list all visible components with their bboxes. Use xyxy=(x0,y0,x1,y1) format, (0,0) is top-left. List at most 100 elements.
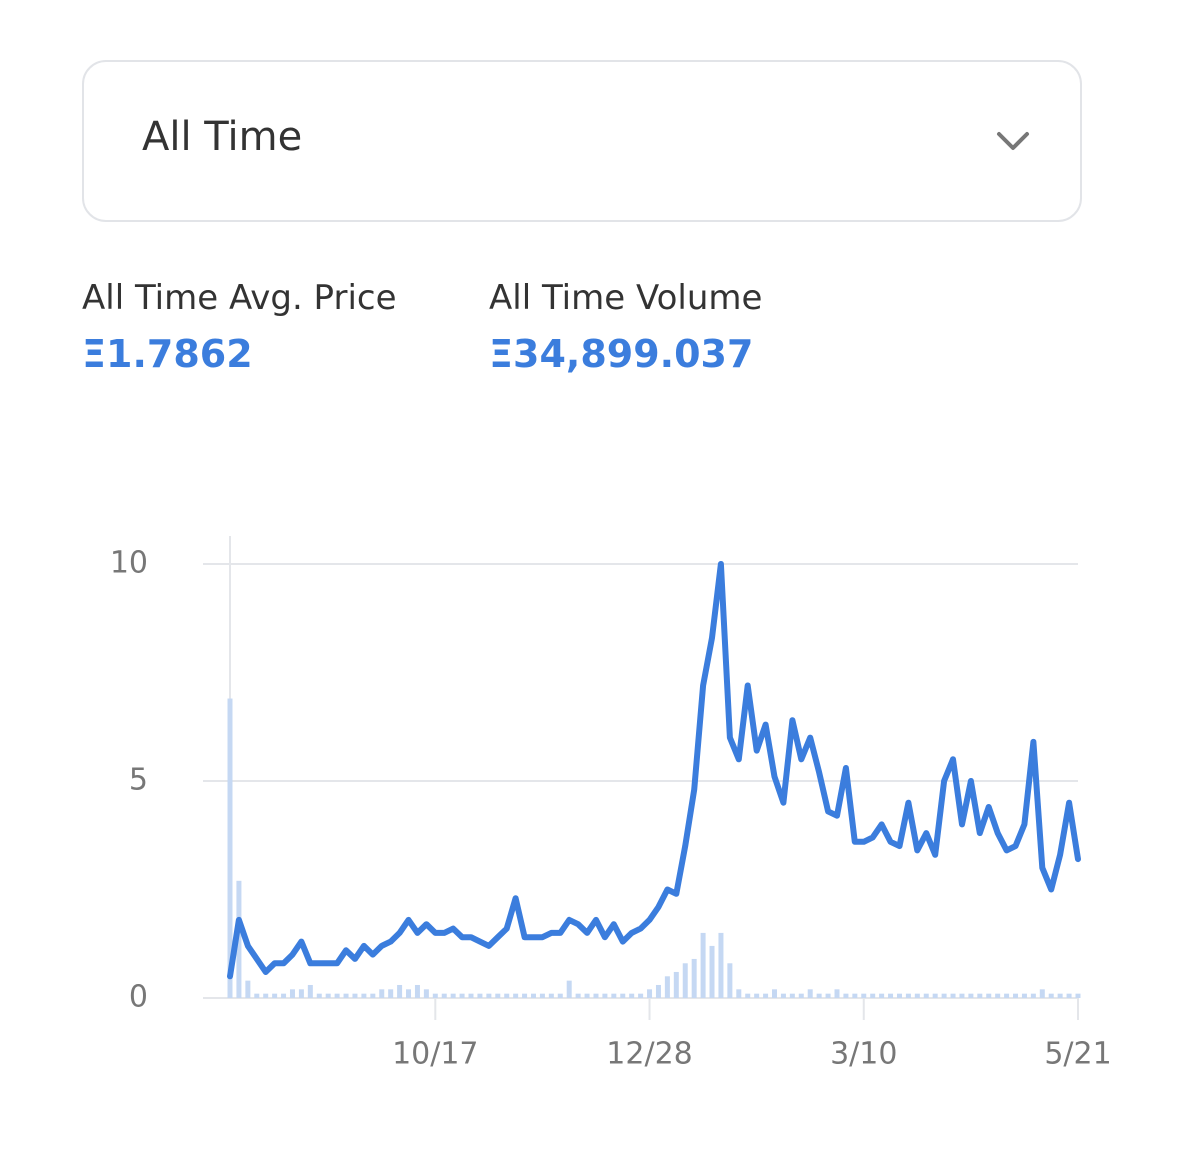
volume-bar xyxy=(1004,993,1010,998)
volume-bar xyxy=(477,993,483,998)
volume-bar xyxy=(325,993,331,998)
volume-bar xyxy=(772,989,778,998)
y-tick-label: 0 xyxy=(129,980,148,1015)
volume-bar xyxy=(548,993,554,998)
volume-bar xyxy=(379,989,385,998)
volume-bar xyxy=(816,993,822,998)
dropdown-label: All Time xyxy=(142,114,303,160)
volume-bar xyxy=(914,993,920,998)
volume-bar xyxy=(691,958,697,998)
volume-bar xyxy=(754,993,760,998)
volume-bar xyxy=(798,993,804,998)
volume-bar xyxy=(1039,989,1045,998)
volume-bar xyxy=(843,993,849,998)
volume-bar xyxy=(530,993,536,998)
volume-bar xyxy=(343,993,349,998)
volume-bar xyxy=(432,993,438,998)
volume-bar xyxy=(245,980,251,998)
x-tick-label: 10/17 xyxy=(392,1037,478,1072)
volume-bar xyxy=(406,989,412,998)
volume-bar xyxy=(629,993,635,998)
volume-bar xyxy=(709,945,715,998)
stat-avg-price: All Time Avg. Price Ξ1.7862 xyxy=(82,278,397,376)
volume-bar xyxy=(289,989,295,998)
volume-bar xyxy=(736,989,742,998)
volume-bar xyxy=(441,993,447,998)
volume-bar xyxy=(861,993,867,998)
volume-bar xyxy=(807,989,813,998)
chart: 0 5 10 10/17 12/28 3/10 5/21 xyxy=(110,536,1112,1072)
volume-bar xyxy=(602,993,608,998)
x-tick-label: 3/10 xyxy=(830,1037,897,1072)
volume-bar xyxy=(789,993,795,998)
volume-bar xyxy=(504,993,510,998)
volume-bar xyxy=(1066,993,1072,998)
volume-bar xyxy=(718,932,724,998)
chevron-icon xyxy=(997,132,1029,150)
volume-bar xyxy=(959,993,965,998)
volume-bar xyxy=(896,993,902,998)
volume-bar xyxy=(281,993,287,998)
volume-bar xyxy=(254,993,260,998)
volume-bar xyxy=(780,993,786,998)
volume-bar xyxy=(522,993,528,998)
volume-bar xyxy=(647,989,653,998)
volume-bar xyxy=(611,993,617,998)
volume-bar xyxy=(664,976,670,998)
volume-bar xyxy=(263,993,269,998)
y-tick-label: 10 xyxy=(110,546,148,581)
volume-bar xyxy=(272,993,278,998)
volume-bar xyxy=(655,984,661,998)
volume-bar xyxy=(950,993,956,998)
volume-bar xyxy=(1057,993,1063,998)
volume-bar xyxy=(620,993,626,998)
volume-bar xyxy=(236,880,242,998)
volume-bar xyxy=(879,993,885,998)
volume-bar xyxy=(557,993,563,998)
volume-bar xyxy=(888,993,894,998)
volume-bar xyxy=(763,993,769,998)
volume-bar xyxy=(1075,993,1081,998)
volume-bar xyxy=(397,984,403,998)
volume-bar xyxy=(370,993,376,998)
volume-bar xyxy=(745,993,751,998)
volume-bar xyxy=(1013,993,1019,998)
volume-bar xyxy=(968,993,974,998)
y-tick-label: 5 xyxy=(129,763,148,798)
volume-bar xyxy=(566,980,572,998)
x-tick-label: 5/21 xyxy=(1044,1037,1111,1072)
volume-bar xyxy=(852,993,858,998)
volume-bar xyxy=(593,993,599,998)
stat-value: Ξ1.7862 xyxy=(82,332,253,376)
volume-bar xyxy=(825,993,831,998)
volume-bar xyxy=(316,993,322,998)
stat-label: All Time Volume xyxy=(489,278,763,318)
volume-bar xyxy=(298,989,304,998)
volume-bar xyxy=(638,993,644,998)
price-line xyxy=(227,561,1081,980)
volume-bar xyxy=(682,963,688,998)
volume-bar xyxy=(388,989,394,998)
volume-bar xyxy=(673,971,679,998)
volume-bar xyxy=(941,993,947,998)
volume-bar xyxy=(486,993,492,998)
stat-volume: All Time Volume Ξ34,899.037 xyxy=(489,278,762,376)
volume-bar xyxy=(1030,993,1036,998)
volume-bar xyxy=(513,993,519,998)
volume-bar xyxy=(977,993,983,998)
volume-bar xyxy=(423,989,429,998)
volume-bar xyxy=(459,993,465,998)
stat-value: Ξ34,899.037 xyxy=(489,332,754,376)
volume-bar xyxy=(495,993,501,998)
volume-bar xyxy=(905,993,911,998)
volume-bar xyxy=(539,993,545,998)
time-range-dropdown[interactable]: All Time xyxy=(82,60,1082,222)
volume-bar xyxy=(923,993,929,998)
volume-bar xyxy=(834,989,840,998)
volume-bar xyxy=(334,993,340,998)
volume-bar xyxy=(361,993,367,998)
x-tick-label: 12/28 xyxy=(606,1037,692,1072)
volume-bar xyxy=(727,963,733,998)
volume-bar xyxy=(995,993,1001,998)
